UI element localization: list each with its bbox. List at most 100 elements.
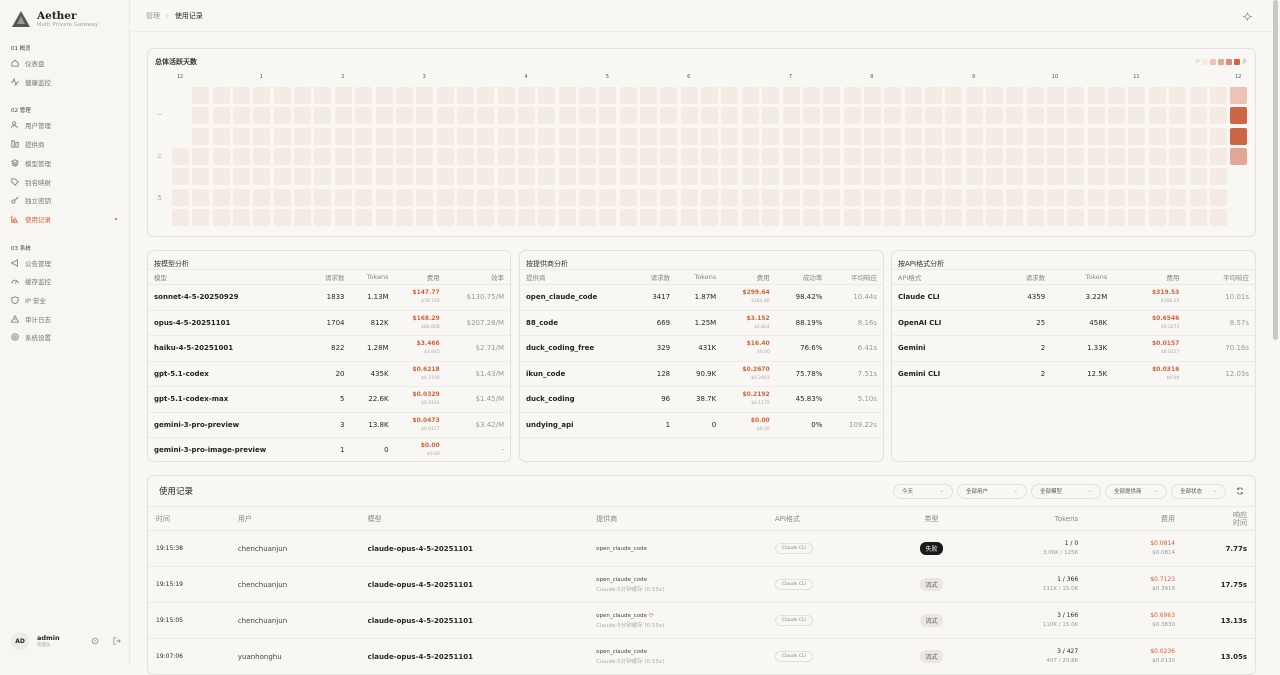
heatmap-cell[interactable] bbox=[1169, 127, 1187, 145]
heatmap-cell[interactable] bbox=[517, 148, 535, 166]
heatmap-cell[interactable] bbox=[884, 87, 902, 104]
sidebar-item-0[interactable]: 公告管理 bbox=[11, 255, 123, 271]
settings-icon[interactable] bbox=[91, 637, 99, 645]
heatmap-cell[interactable] bbox=[456, 127, 474, 145]
heatmap-cell[interactable] bbox=[1006, 87, 1024, 104]
heatmap-cell[interactable] bbox=[863, 168, 881, 186]
column-header[interactable]: 请求数 bbox=[993, 269, 1052, 285]
heatmap-cell[interactable] bbox=[762, 127, 780, 145]
heatmap-cell[interactable] bbox=[558, 168, 576, 186]
heatmap-cell[interactable] bbox=[579, 148, 596, 166]
app-logo[interactable]: Aether Multi Private Gateway bbox=[11, 10, 98, 28]
heatmap-cell[interactable] bbox=[334, 188, 352, 206]
heatmap-cell[interactable] bbox=[1189, 148, 1207, 166]
heatmap-cell[interactable] bbox=[762, 87, 780, 104]
heatmap-cell[interactable] bbox=[823, 148, 841, 166]
heatmap-cell[interactable] bbox=[762, 148, 780, 166]
heatmap-cell[interactable] bbox=[456, 209, 474, 227]
heatmap-cell[interactable] bbox=[721, 127, 739, 145]
heatmap-cell[interactable] bbox=[497, 148, 515, 166]
table-row[interactable]: duck_coding_free 329 431K $16.40 $0.00 76.6% 6… bbox=[520, 335, 883, 362]
heatmap-cell[interactable] bbox=[233, 148, 251, 166]
heatmap-cell[interactable] bbox=[1108, 188, 1126, 206]
heatmap-cell[interactable] bbox=[477, 107, 495, 125]
scrollbar[interactable] bbox=[1273, 0, 1278, 340]
heatmap-cell[interactable] bbox=[721, 148, 739, 166]
heatmap-cell[interactable] bbox=[1006, 209, 1024, 227]
heatmap-cell[interactable] bbox=[1128, 209, 1146, 227]
heatmap-cell[interactable] bbox=[701, 127, 719, 145]
heatmap-cell[interactable] bbox=[762, 188, 780, 206]
filter-select[interactable]: 全部提供商 ⌄ bbox=[1105, 483, 1167, 499]
heatmap-cell[interactable] bbox=[965, 188, 983, 206]
heatmap-cell[interactable] bbox=[375, 107, 393, 125]
heatmap-cell[interactable] bbox=[579, 168, 596, 186]
heatmap-cell[interactable] bbox=[416, 107, 434, 125]
heatmap-cell[interactable] bbox=[558, 188, 576, 206]
heatmap-cell[interactable] bbox=[782, 188, 800, 206]
heatmap-cell[interactable] bbox=[1087, 209, 1105, 227]
heatmap-cell[interactable] bbox=[579, 87, 596, 104]
heatmap-cell[interactable] bbox=[477, 168, 495, 186]
heatmap-cell[interactable] bbox=[1209, 168, 1227, 186]
heatmap-cell[interactable] bbox=[1047, 168, 1065, 186]
heatmap-cell[interactable] bbox=[904, 209, 922, 227]
heatmap-cell[interactable] bbox=[1067, 87, 1085, 104]
heatmap-cell[interactable] bbox=[701, 87, 719, 104]
heatmap-cell[interactable] bbox=[924, 148, 942, 166]
heatmap-cell[interactable] bbox=[273, 209, 291, 227]
heatmap-cell[interactable] bbox=[395, 148, 413, 166]
heatmap-cell[interactable] bbox=[233, 168, 251, 186]
heatmap-cell[interactable] bbox=[1169, 87, 1187, 104]
filter-select[interactable]: 全部模型 ⌄ bbox=[1031, 483, 1101, 499]
heatmap-cell[interactable] bbox=[1230, 148, 1248, 166]
heatmap-cell[interactable] bbox=[1067, 148, 1085, 166]
heatmap-cell[interactable] bbox=[416, 87, 434, 104]
heatmap-cell[interactable] bbox=[619, 87, 637, 104]
table-row[interactable]: 19:15:38 chenchuanjun claude-opus-4-5-20… bbox=[148, 530, 1255, 567]
heatmap-cell[interactable] bbox=[762, 209, 780, 227]
filter-select[interactable]: 今天 ⌄ bbox=[893, 483, 953, 499]
heatmap-cell[interactable] bbox=[986, 209, 1003, 227]
heatmap-cell[interactable] bbox=[355, 188, 373, 206]
heatmap-cell[interactable] bbox=[436, 188, 454, 206]
heatmap-cell[interactable] bbox=[1230, 87, 1248, 104]
heatmap-cell[interactable] bbox=[436, 127, 454, 145]
heatmap-cell[interactable] bbox=[660, 188, 678, 206]
heatmap-cell[interactable] bbox=[945, 168, 963, 186]
sidebar-item-2[interactable]: IP 安全 bbox=[11, 292, 123, 308]
heatmap-cell[interactable] bbox=[538, 188, 556, 206]
heatmap-cell[interactable] bbox=[660, 87, 678, 104]
heatmap-cell[interactable] bbox=[273, 188, 291, 206]
column-header[interactable]: Tokens bbox=[1051, 269, 1114, 285]
heatmap-cell[interactable] bbox=[314, 127, 332, 145]
heatmap-cell[interactable] bbox=[517, 87, 535, 104]
sidebar-item-1[interactable]: 提供商 bbox=[11, 136, 123, 152]
heatmap-cell[interactable] bbox=[924, 168, 942, 186]
heatmap-cell[interactable] bbox=[1148, 168, 1166, 186]
heatmap-cell[interactable] bbox=[945, 127, 963, 145]
column-header[interactable]: 费用 bbox=[1113, 269, 1186, 285]
heatmap-cell[interactable] bbox=[823, 87, 841, 104]
heatmap-cell[interactable] bbox=[497, 87, 515, 104]
heatmap-cell[interactable] bbox=[558, 148, 576, 166]
heatmap-cell[interactable] bbox=[477, 87, 495, 104]
heatmap-cell[interactable] bbox=[1047, 127, 1065, 145]
heatmap-cell[interactable] bbox=[843, 168, 861, 186]
table-row[interactable]: Claude CLI 4359 3.22M $319.53 $168.20 10.01s bbox=[892, 284, 1255, 311]
heatmap-cell[interactable] bbox=[1189, 107, 1207, 125]
heatmap-cell[interactable] bbox=[660, 148, 678, 166]
heatmap-cell[interactable] bbox=[945, 209, 963, 227]
heatmap-cell[interactable] bbox=[538, 127, 556, 145]
heatmap-cell[interactable] bbox=[660, 127, 678, 145]
heatmap-cell[interactable] bbox=[334, 127, 352, 145]
heatmap-cell[interactable] bbox=[1108, 209, 1126, 227]
heatmap-cell[interactable] bbox=[253, 209, 271, 227]
heatmap-cell[interactable] bbox=[904, 188, 922, 206]
heatmap-cell[interactable] bbox=[640, 168, 658, 186]
heatmap-cell[interactable] bbox=[314, 168, 332, 186]
heatmap-cell[interactable] bbox=[253, 107, 271, 125]
heatmap-cell[interactable] bbox=[456, 168, 474, 186]
heatmap-cell[interactable] bbox=[1189, 188, 1207, 206]
heatmap-cell[interactable] bbox=[355, 168, 373, 186]
